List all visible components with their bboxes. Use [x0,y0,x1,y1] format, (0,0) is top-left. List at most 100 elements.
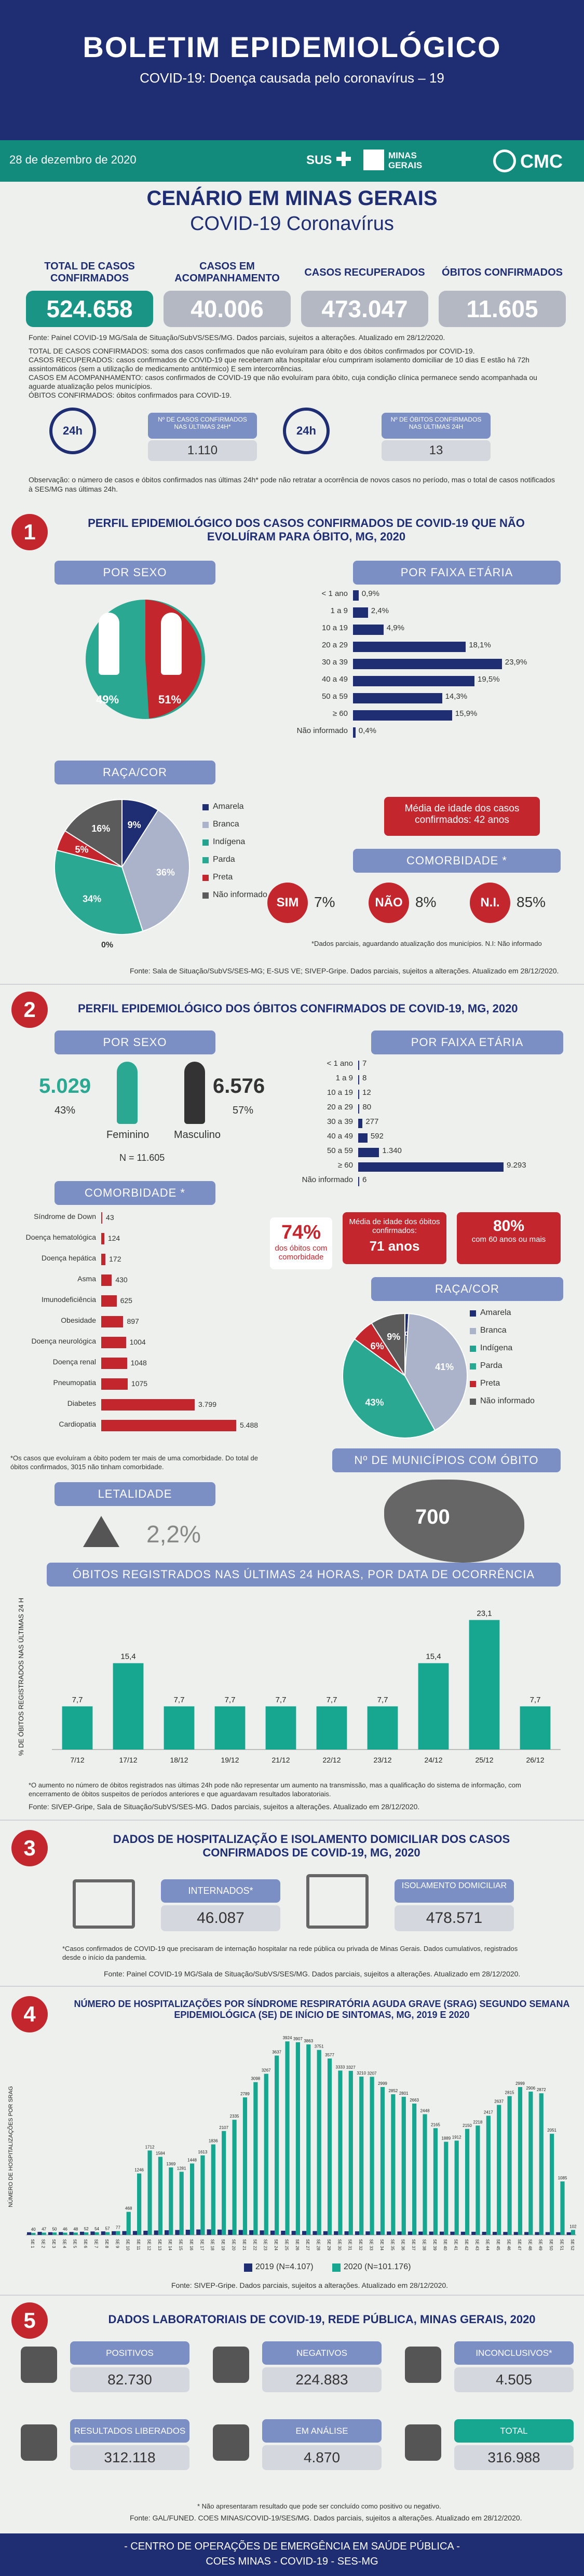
bar [37,2232,42,2235]
bar-value: 52 [84,2227,89,2231]
bar-value: 23,1 [477,1609,492,1618]
bar [207,2229,211,2235]
age-bar [353,676,474,686]
lab-value: 312.118 [70,2445,189,2470]
x-tick-label: SE 11 [136,2239,141,2250]
x-tick-label: SE 5 [73,2239,77,2248]
mg-flag-icon [363,150,384,170]
bar-value: 7,7 [327,1696,337,1704]
x-tick-label: 22/12 [322,1756,341,1764]
male-icon [161,613,182,675]
bar [116,2231,120,2235]
bar [238,2230,243,2235]
bar-value: 54 [94,2227,99,2231]
comorb-bar [101,1212,103,1224]
bar [327,2058,332,2235]
bar-value: 3907 [293,2037,303,2041]
x-tick-label: SE 4 [62,2239,66,2248]
bar-value: 3267 [262,2068,271,2073]
section3-title: DADOS DE HOSPITALIZAÇÃO E ISOLAMENTO DOM… [113,1833,510,1859]
age-label: Não informado [296,726,348,735]
bar [275,2055,279,2235]
age-label: 10 a 19 [321,623,348,632]
pie-label: 34% [83,894,101,904]
comorb-value: 430 [115,1276,128,1284]
bar [344,2231,349,2235]
y-axis-label: NÚMERO DE HOSPITALIZAÇÕES POR SRAG [7,2086,14,2207]
age-label: < 1 ano [321,589,348,598]
deaths-mean-age-box: Média de idade dos óbitos confirmados: 7… [343,1212,446,1264]
bar [249,2230,254,2235]
deaths-mean-age-value: 71 anos [369,1238,420,1254]
bar [154,2230,158,2235]
section-number: 3 [11,1830,48,1866]
bar [518,2087,523,2235]
bar-value: 2150 [463,2123,472,2128]
age-value: 19,5% [478,675,500,684]
age-value: 23,9% [505,658,527,667]
municip-value: 700 [415,1506,450,1528]
bar [507,2096,512,2235]
comorb-label: Doença renal [52,1358,96,1366]
bar-value: 2637 [494,2099,504,2104]
bar-value: 2335 [230,2114,239,2119]
comorb-value: 8% [415,894,437,910]
bar-value: 2107 [219,2125,228,2130]
scenario-source: Fonte: Painel COVID-19 MG/Sala de Situaç… [29,333,445,342]
deaths-comorb-bar-chart: Síndrome de Down 43 Doença hematológica 124… [5,1212,265,1451]
legend-swatch [202,857,209,863]
bar [217,2229,222,2235]
lab-value: 82.730 [70,2367,189,2392]
age-value: 2,4% [371,606,389,615]
age-value: 1.340 [382,1146,402,1155]
bar-value: 2789 [240,2092,250,2096]
comorb-bar [101,1337,126,1348]
deaths-mean-age-text: Média de idade dos óbitos confirmados: [349,1217,440,1235]
bar [370,2077,374,2235]
legend-label: Amarela [213,802,244,811]
deaths-over60-text: com 60 anos ou mais [471,1235,546,1244]
age-bar [358,1177,359,1186]
definition-line: ÓBITOS CONFIRMADOS: óbitos confirmados p… [29,391,232,399]
bar-value: 7,7 [72,1696,83,1704]
legend-label: Preta [480,1379,500,1388]
comorb-pct-value: 74% [281,1222,321,1243]
bar [316,1706,347,1750]
bar-value: 3333 [336,2065,345,2069]
deaths-female-label: Feminino [106,1129,150,1141]
sex-pie-chart [86,600,205,719]
x-tick-label: 21/12 [271,1756,290,1764]
bar-value: 1889 [441,2136,451,2141]
x-tick-label: SE 23 [263,2239,268,2250]
deaths24-title: ÓBITOS REGISTRADOS NAS ÚLTIMAS 24 HORAS,… [47,1563,561,1587]
page-title: BOLETIM EPIDEMIOLÓGICO [83,31,501,63]
legend-label: Branca [213,820,239,829]
legend-2020-swatch [332,2263,341,2272]
comorb-value: 43 [106,1213,114,1222]
last24-cases-value: 1.110 [148,440,257,461]
bar-value: 2051 [547,2128,556,2133]
bar-value: 7,7 [530,1696,541,1704]
lab-grid: POSITIVOS 82.730 NEGATIVOS 224.883 INCONCLUS… [0,2341,584,2497]
legend-2019-swatch [244,2263,252,2272]
bar [69,2232,74,2235]
race-pie-chart: 9% 36% 34% 5%16% [54,798,190,935]
cmc-logo: CMC [520,151,563,172]
bar [158,2157,162,2235]
x-tick-label: SE 20 [232,2239,236,2250]
comorb-label: Imunodeficiência [41,1295,96,1304]
bar [270,2230,275,2235]
x-tick-label: SE 51 [559,2239,564,2250]
x-tick-label: SE 30 [337,2239,342,2250]
x-tick-label: SE 40 [443,2239,447,2250]
deaths-age-bar-chart: < 1 ano 7 1 a 9 8 10 a 19 12 20 a 29 80 30 a 39 2… [301,1059,581,1194]
comorb-value: 5.488 [240,1421,259,1429]
x-tick-label: SE 41 [454,2239,458,2250]
pie-label: 36% [156,867,175,878]
bar [48,2232,52,2235]
bar [295,2042,300,2235]
legend-label: Parda [213,855,235,864]
legend-swatch [470,1363,476,1370]
x-tick-label: SE 24 [274,2239,278,2250]
card-label: TOTAL DE CASOS CONFIRMADOS [44,261,135,284]
